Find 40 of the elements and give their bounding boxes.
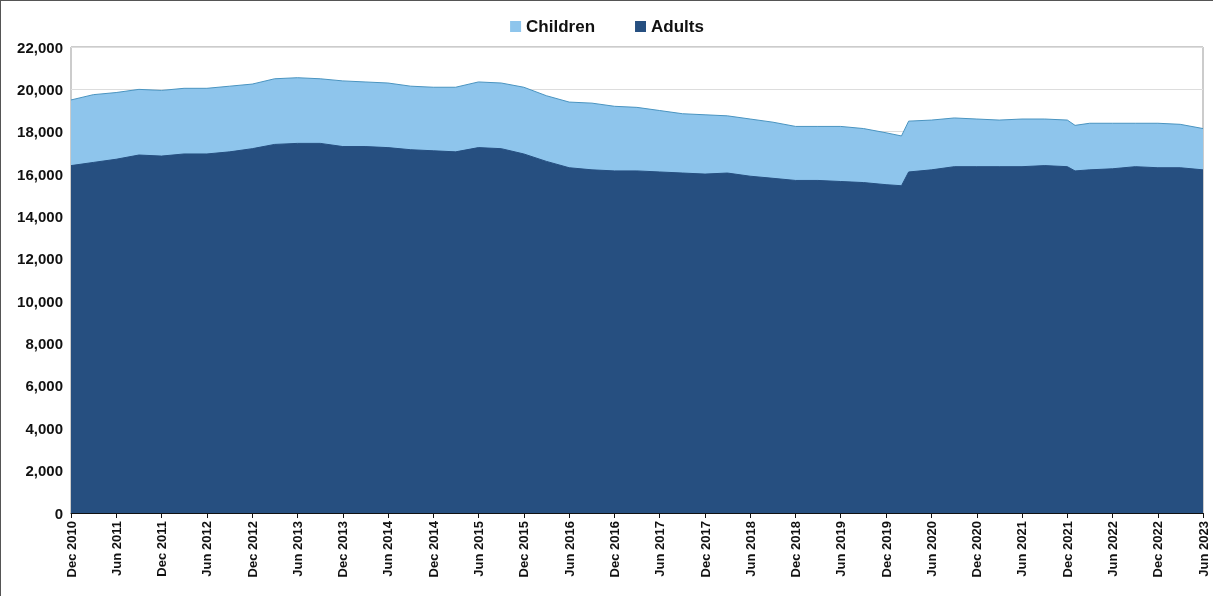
y-tick-label: 22,000: [17, 38, 63, 56]
y-tick-label: 16,000: [17, 165, 63, 183]
x-tick-label: Dec 2015: [516, 521, 532, 578]
x-tick-label: Dec 2011: [154, 521, 170, 577]
x-tick-label: Jun 2013: [289, 521, 305, 577]
y-tick-label: 4,000: [25, 419, 63, 437]
x-tick-label: Dec 2016: [607, 521, 623, 578]
x-tick-label: Jun 2011: [108, 521, 124, 576]
x-tick-label: Dec 2020: [969, 521, 985, 578]
x-tick-label: Jun 2014: [380, 520, 396, 577]
x-tick-label: Dec 2013: [335, 521, 351, 578]
x-tick-label: Dec 2019: [878, 521, 894, 578]
legend-label: Adults: [651, 17, 704, 36]
x-tick-label: Jun 2021: [1014, 521, 1030, 577]
y-tick-label: 8,000: [25, 335, 63, 353]
x-tick-label: Dec 2010: [63, 521, 79, 578]
y-tick-label: 10,000: [17, 292, 63, 310]
y-tick-label: 18,000: [17, 123, 63, 141]
x-tick-label: Jun 2022: [1104, 521, 1120, 577]
x-tick-label: Jun 2015: [470, 521, 486, 577]
y-tick-label: 2,000: [25, 462, 63, 480]
x-tick-label: Jun 2016: [561, 521, 577, 577]
y-tick-label: 20,000: [17, 80, 63, 98]
x-tick-label: Jun 2017: [652, 521, 668, 577]
x-tick-label: Dec 2021: [1059, 521, 1075, 578]
x-tick-label: Jun 2012: [199, 521, 215, 577]
x-tick-label: Dec 2022: [1150, 521, 1166, 578]
legend-label: Children: [526, 17, 596, 36]
y-tick-label: 12,000: [17, 250, 63, 268]
x-tick-label: Jun 2018: [742, 521, 758, 577]
x-tick-label: Dec 2018: [788, 521, 804, 578]
y-tick-label: 14,000: [17, 207, 63, 225]
x-tick-label: Dec 2012: [244, 521, 260, 578]
x-tick-label: Dec 2014: [425, 520, 441, 578]
y-tick-label: 6,000: [25, 377, 63, 395]
x-tick-label: Dec 2017: [697, 521, 713, 578]
x-tick-label: Jun 2019: [833, 521, 849, 577]
x-tick-label: Jun 2020: [923, 521, 939, 577]
y-tick-label: 0: [54, 504, 63, 522]
x-tick-label: Jun 2023: [1195, 521, 1211, 577]
